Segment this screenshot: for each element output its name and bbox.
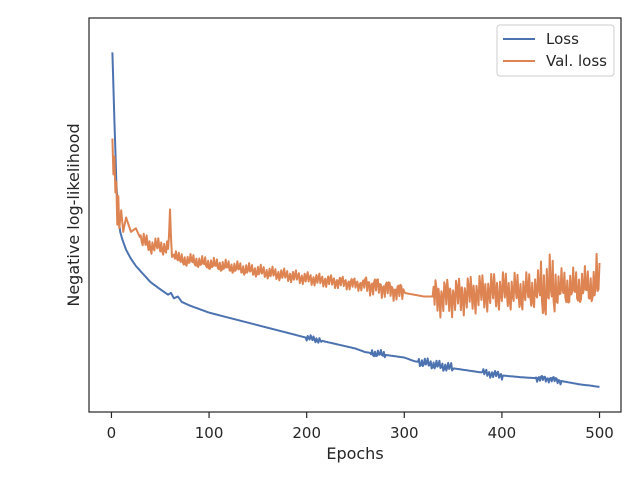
- x-tick-label: 500: [585, 424, 614, 442]
- x-tick-label: 0: [107, 424, 117, 442]
- series-line-loss: [111, 52, 600, 388]
- x-axis-ticks: 0 100 200 300 400 500: [107, 412, 614, 442]
- x-tick-label: 200: [292, 424, 321, 442]
- legend-label-val-loss: Val. loss: [546, 52, 607, 70]
- plot-frame: [88, 17, 622, 413]
- legend: Loss Val. loss: [496, 24, 615, 77]
- x-axis-title: Epochs: [326, 444, 383, 463]
- x-tick-label: 400: [488, 424, 517, 442]
- x-tick-label: 100: [195, 424, 224, 442]
- x-tick-label: 300: [390, 424, 419, 442]
- legend-box: [496, 24, 615, 77]
- y-axis-title: Negative log-likelihood: [64, 123, 83, 306]
- series-layer: [111, 52, 601, 388]
- legend-label-loss: Loss: [546, 30, 579, 48]
- series-line-val-loss: [111, 138, 601, 319]
